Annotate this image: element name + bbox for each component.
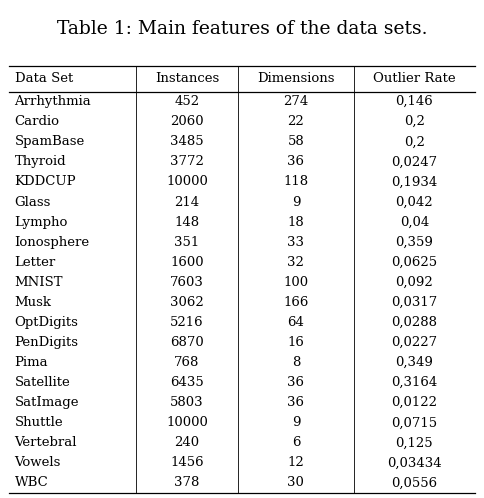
Text: 0,03434: 0,03434 xyxy=(387,456,442,470)
Text: SpamBase: SpamBase xyxy=(15,135,85,148)
Text: 452: 452 xyxy=(174,95,199,108)
Text: 10000: 10000 xyxy=(166,416,208,429)
Text: Table 1: Main features of the data sets.: Table 1: Main features of the data sets. xyxy=(57,20,427,38)
Text: Shuttle: Shuttle xyxy=(15,416,63,429)
Text: 0,0317: 0,0317 xyxy=(391,296,438,309)
Text: 240: 240 xyxy=(174,436,199,449)
Text: 36: 36 xyxy=(287,155,304,168)
Text: 0,042: 0,042 xyxy=(395,196,433,209)
Text: 351: 351 xyxy=(174,236,199,249)
Text: 58: 58 xyxy=(287,135,304,148)
Text: Ionosphere: Ionosphere xyxy=(15,236,90,249)
Text: 0,0288: 0,0288 xyxy=(392,316,438,329)
Text: 768: 768 xyxy=(174,356,199,369)
Text: 0,0247: 0,0247 xyxy=(392,155,438,168)
Text: 0,359: 0,359 xyxy=(395,236,433,249)
Text: 18: 18 xyxy=(287,216,304,229)
Text: 0,2: 0,2 xyxy=(404,115,425,128)
Text: 0,146: 0,146 xyxy=(395,95,433,108)
Text: 0,0556: 0,0556 xyxy=(392,477,438,490)
Text: 32: 32 xyxy=(287,255,304,269)
Text: Cardio: Cardio xyxy=(15,115,60,128)
Text: 64: 64 xyxy=(287,316,304,329)
Text: Satellite: Satellite xyxy=(15,376,70,389)
Text: 0,349: 0,349 xyxy=(395,356,433,369)
Text: 100: 100 xyxy=(283,276,308,289)
Text: 0,1934: 0,1934 xyxy=(391,175,438,188)
Text: 8: 8 xyxy=(292,356,300,369)
Text: 166: 166 xyxy=(283,296,309,309)
Text: Thyroid: Thyroid xyxy=(15,155,66,168)
Text: 148: 148 xyxy=(174,216,199,229)
Text: 36: 36 xyxy=(287,396,304,409)
Text: 12: 12 xyxy=(287,456,304,470)
Text: 3772: 3772 xyxy=(170,155,204,168)
Text: Outlier Rate: Outlier Rate xyxy=(373,72,456,85)
Text: 9: 9 xyxy=(292,416,300,429)
Text: MNIST: MNIST xyxy=(15,276,63,289)
Text: 274: 274 xyxy=(283,95,308,108)
Text: 118: 118 xyxy=(283,175,308,188)
Text: 6435: 6435 xyxy=(170,376,204,389)
Text: 9: 9 xyxy=(292,196,300,209)
Text: 378: 378 xyxy=(174,477,199,490)
Text: 36: 36 xyxy=(287,376,304,389)
Text: Musk: Musk xyxy=(15,296,51,309)
Text: OptDigits: OptDigits xyxy=(15,316,78,329)
Text: 6: 6 xyxy=(292,436,300,449)
Text: Instances: Instances xyxy=(155,72,219,85)
Text: 1456: 1456 xyxy=(170,456,204,470)
Text: 0,0227: 0,0227 xyxy=(392,336,438,349)
Text: 0,125: 0,125 xyxy=(395,436,433,449)
Text: 0,2: 0,2 xyxy=(404,135,425,148)
Text: 0,092: 0,092 xyxy=(395,276,433,289)
Text: 22: 22 xyxy=(287,115,304,128)
Text: Vertebral: Vertebral xyxy=(15,436,77,449)
Text: 33: 33 xyxy=(287,236,304,249)
Text: 3062: 3062 xyxy=(170,296,204,309)
Text: 0,0122: 0,0122 xyxy=(392,396,438,409)
Text: 0,04: 0,04 xyxy=(400,216,429,229)
Text: 214: 214 xyxy=(174,196,199,209)
Text: 0,0625: 0,0625 xyxy=(392,255,438,269)
Text: 3485: 3485 xyxy=(170,135,204,148)
Text: KDDCUP: KDDCUP xyxy=(15,175,76,188)
Text: PenDigits: PenDigits xyxy=(15,336,78,349)
Text: 0,0715: 0,0715 xyxy=(392,416,438,429)
Text: Letter: Letter xyxy=(15,255,56,269)
Text: 30: 30 xyxy=(287,477,304,490)
Text: Vowels: Vowels xyxy=(15,456,61,470)
Text: 6870: 6870 xyxy=(170,336,204,349)
Text: Pima: Pima xyxy=(15,356,48,369)
Text: 0,3164: 0,3164 xyxy=(391,376,438,389)
Text: WBC: WBC xyxy=(15,477,48,490)
Text: Glass: Glass xyxy=(15,196,51,209)
Text: Dimensions: Dimensions xyxy=(257,72,334,85)
Text: 10000: 10000 xyxy=(166,175,208,188)
Text: Lympho: Lympho xyxy=(15,216,68,229)
Text: Arrhythmia: Arrhythmia xyxy=(15,95,91,108)
Text: Data Set: Data Set xyxy=(15,72,73,85)
Text: 1600: 1600 xyxy=(170,255,204,269)
Text: 5803: 5803 xyxy=(170,396,204,409)
Text: SatImage: SatImage xyxy=(15,396,79,409)
Text: 2060: 2060 xyxy=(170,115,204,128)
Text: 7603: 7603 xyxy=(170,276,204,289)
Text: 5216: 5216 xyxy=(170,316,204,329)
Text: 16: 16 xyxy=(287,336,304,349)
